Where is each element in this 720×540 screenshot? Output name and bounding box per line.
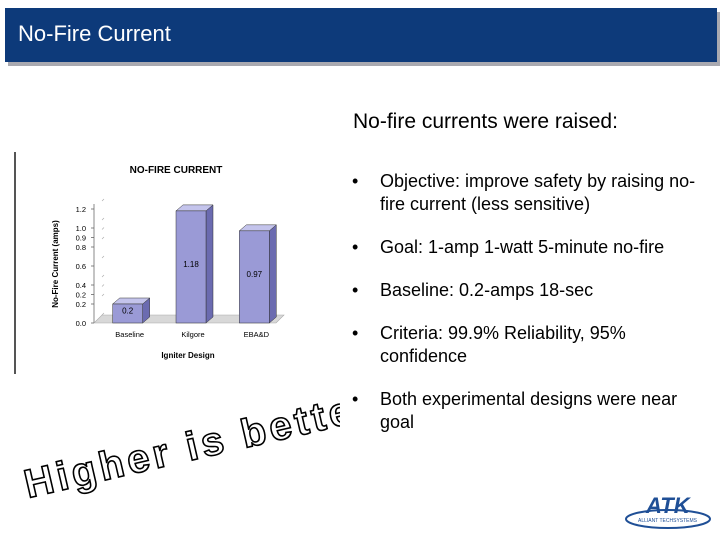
y-tick-label: 0.4 (76, 281, 86, 290)
y-tick-hint (101, 312, 105, 316)
y-tick-label: 0.2 (76, 291, 86, 300)
y-tick-label: 0.9 (76, 234, 86, 243)
y-tick-label: 0.0 (76, 319, 86, 328)
higher-is-better-slogan: Higher is better (20, 400, 340, 508)
y-tick-label: 0.2 (76, 300, 86, 309)
bullet-list: Objective: improve safety by raising no-… (352, 170, 712, 455)
bar-2 (239, 230, 270, 324)
x-category-label: Baseline (115, 330, 144, 339)
y-tick-hint (101, 236, 105, 240)
y-tick-hint (101, 198, 105, 202)
bullet-experimental-designs: Both experimental designs were near goal (352, 388, 712, 434)
x-category-label: Kilgore (181, 330, 204, 339)
bullet-criteria: Criteria: 99.9% Reliability, 95% confide… (352, 322, 712, 368)
bar-side-2 (269, 224, 277, 324)
chart-title: NO-FIRE CURRENT (130, 165, 223, 176)
bar-value-label: 0.2 (122, 307, 134, 316)
y-tick-hint (101, 293, 105, 297)
y-axis-label: No-Fire Current (amps) (51, 220, 60, 308)
logo-text: ATK (645, 493, 692, 518)
x-axis-label: Igniter Design (161, 351, 214, 360)
slogan-text: Higher is better (20, 400, 340, 507)
chart-left-rule (14, 152, 16, 374)
y-tick-label: 1.2 (76, 205, 86, 214)
bar-1 (175, 210, 207, 324)
content-heading: No-fire currents were raised: (353, 110, 618, 133)
no-fire-current-chart: NO-FIRE CURRENT0.00.20.20.40.60.80.91.01… (51, 165, 285, 360)
slide-title: No-Fire Current (18, 21, 171, 46)
bullet-baseline: Baseline: 0.2-amps 18-sec (352, 279, 712, 302)
y-tick-label: 0.8 (76, 243, 86, 252)
bullet-goal: Goal: 1-amp 1-watt 5-minute no-fire (352, 236, 712, 259)
bar-0 (112, 303, 143, 324)
logo-swoosh (625, 509, 711, 529)
bullet-objective: Objective: improve safety by raising no-… (352, 170, 712, 216)
y-tick-hint (101, 227, 105, 230)
bar-value-label: 0.97 (247, 270, 263, 279)
x-category-label: EBA&D (244, 330, 270, 339)
bar-value-label: 1.18 (183, 260, 199, 269)
y-tick-label: 1.0 (76, 224, 86, 233)
logo-subtext: ALLIANT TECHSYSTEMS (638, 518, 698, 524)
y-tick-hint (101, 217, 105, 221)
atk-logo: ATK ALLIANT TECHSYSTEMS (625, 493, 711, 529)
title-bar: No-Fire Current (5, 8, 717, 62)
y-tick-hint (101, 284, 105, 287)
y-tick-hint (101, 255, 105, 259)
y-tick-hint (101, 274, 105, 278)
y-tick-label: 0.6 (76, 262, 86, 271)
bar-side-1 (205, 204, 214, 324)
